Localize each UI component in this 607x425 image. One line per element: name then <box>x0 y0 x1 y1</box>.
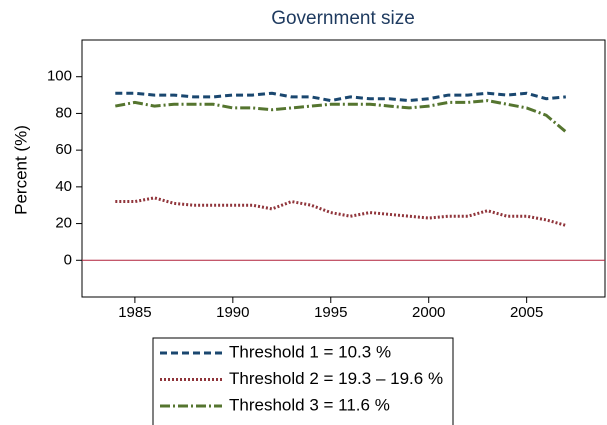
y-tick-label: 20 <box>55 215 72 232</box>
chart-title: Government size <box>271 8 415 29</box>
legend-box <box>152 337 454 425</box>
x-tick-label: 1990 <box>216 304 249 321</box>
legend-text: Threshold 1 = 10.3 % <box>229 342 391 361</box>
data-line <box>115 91 566 103</box>
y-tick-label: 60 <box>55 141 72 158</box>
data-line <box>115 196 567 227</box>
data-line <box>115 99 567 133</box>
y-tick-label: 40 <box>55 178 72 195</box>
plot-frame <box>81 39 606 298</box>
y-axis-label: Percent (%) <box>11 125 30 215</box>
y-tick-label: 80 <box>55 104 72 121</box>
x-tick-label: 2005 <box>510 304 543 321</box>
x-tick-label: 2000 <box>412 304 445 321</box>
x-tick-label: 1985 <box>118 304 151 321</box>
y-tick-label: 100 <box>47 68 72 85</box>
legend-text: Threshold 2 = 19.3 – 19.6 % <box>229 369 443 388</box>
legend-text: Threshold 3 = 11.6 % <box>229 395 390 414</box>
y-tick-label: 0 <box>64 251 72 268</box>
x-tick-label: 1995 <box>314 304 347 321</box>
